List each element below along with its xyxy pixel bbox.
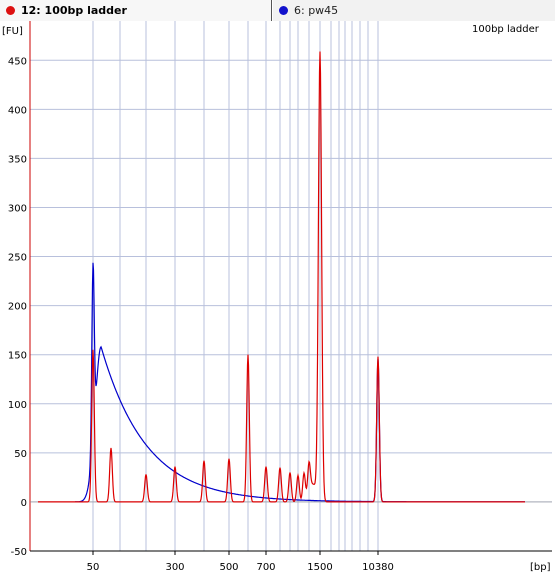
series-line-ladder: [38, 51, 525, 503]
x-tick-label: 50: [87, 562, 100, 573]
tab-sample[interactable]: 6: pw45: [272, 0, 555, 21]
x-tick-label: 700: [256, 562, 275, 573]
x-tick-label: 10380: [362, 562, 394, 573]
electropherogram-chart: -50 0 50 100 150 200 250 300 350 400 450 50 300 500 7…: [2, 21, 552, 573]
y-tick-label: 400: [8, 105, 27, 116]
y-tick-label: 0: [21, 498, 27, 509]
y-tick-label: 50: [14, 449, 27, 460]
y-tick-label: 150: [8, 351, 27, 362]
y-tick-label: 300: [8, 203, 27, 214]
red-dot-icon: [6, 6, 15, 15]
y-tick-label: 100: [8, 400, 27, 411]
chart-title: 100bp ladder: [472, 24, 540, 35]
tab-ladder[interactable]: 12: 100bp ladder: [0, 0, 272, 21]
x-axis-label: [bp]: [530, 562, 551, 573]
y-axis-label: [FU]: [2, 26, 23, 37]
x-tick-label: 500: [219, 562, 238, 573]
blue-dot-icon: [279, 6, 288, 15]
axes: [29, 21, 552, 552]
y-axis-ticks: -50 0 50 100 150 200 250 300 350 400 450: [8, 56, 27, 558]
grid-lines: [30, 21, 552, 552]
x-tick-label: 300: [165, 562, 184, 573]
trace-tab-bar: 12: 100bp ladder 6: pw45: [0, 0, 555, 21]
y-tick-label: 250: [8, 253, 27, 264]
y-tick-label: 350: [8, 154, 27, 165]
tab-sample-label: 6: pw45: [294, 4, 339, 17]
tab-ladder-label: 12: 100bp ladder: [21, 4, 127, 17]
y-tick-label: 200: [8, 302, 27, 313]
x-tick-label: 1500: [307, 562, 332, 573]
series-line-sample: [75, 262, 525, 503]
x-axis-ticks: 50 300 500 700 1500 10380: [87, 551, 394, 573]
y-tick-label: -50: [11, 547, 27, 558]
y-tick-label: 450: [8, 56, 27, 67]
